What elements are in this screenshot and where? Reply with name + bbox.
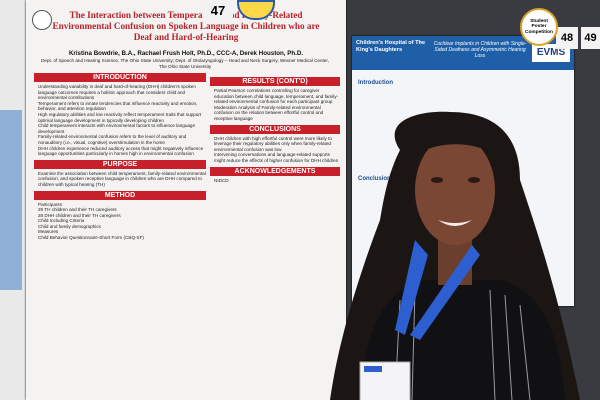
section-heading: INTRODUCTION <box>34 73 206 82</box>
neighbor-poster-panel <box>0 110 22 290</box>
section-heading: RESULTS (CONT'D) <box>210 77 340 86</box>
poster-left-column: INTRODUCTION Understanding variability in… <box>34 70 206 400</box>
hairline <box>412 130 498 160</box>
board-number: 49 <box>581 27 600 49</box>
section-heading: PURPOSE <box>34 159 206 169</box>
section-text: Understanding variability in deaf and ha… <box>38 84 196 101</box>
section-text: High regulatory abilities and low reacti… <box>38 111 202 123</box>
lanyard <box>410 245 480 340</box>
section-text: Examine the association between child te… <box>38 170 206 187</box>
section-text: 29 TH children and their TH caregivers <box>38 207 117 213</box>
section-heading: Introduction <box>358 80 393 86</box>
section-text: Child Including Criteria <box>38 218 85 224</box>
section-text: Intervening conversations and language-r… <box>214 152 339 163</box>
badge-logo <box>364 366 382 372</box>
section-text: Partial Pearson correlations controlling… <box>214 88 339 105</box>
left-poster: The Interaction between Temperament and … <box>26 0 346 400</box>
section-text: Child Behavior Questionnaire-Short Form … <box>38 235 144 241</box>
section-heading: CONCLUSIONS <box>210 124 340 134</box>
section-text: NIDCD <box>214 177 229 183</box>
poster-authors: Kristina Bowdrie, B.A., Rachael Frush Ho… <box>68 50 304 57</box>
lanyard <box>395 240 428 335</box>
board-number: 47 <box>203 0 233 22</box>
poster-title: The Interaction between Temperament and … <box>52 10 320 42</box>
section-text: Moderation Analysis of Family-related en… <box>214 104 324 121</box>
section-text: Participants <box>38 201 63 207</box>
smile <box>438 220 472 226</box>
logo <box>32 10 52 30</box>
face <box>415 135 495 245</box>
section-heading: METHOD <box>34 190 206 200</box>
right-poster-title: Cochlear Implants in Children with Singl… <box>433 41 527 59</box>
section-text: Measures <box>38 229 59 235</box>
eye <box>431 177 443 183</box>
competition-badge: Student Poster Competition <box>520 8 558 46</box>
section-text: Child temperament interacts with environ… <box>38 123 196 134</box>
board-number: 48 <box>556 27 578 49</box>
section-text: 28 DHH children and their TH caregivers <box>38 212 121 218</box>
section-text: Family-related environmental confusion r… <box>38 134 187 145</box>
section-text: DHH children experience reduced auditory… <box>38 145 204 157</box>
institution: Children's Hospital of The King's Daught… <box>356 40 426 53</box>
section-text: Temperament refers to innate tendencies … <box>38 100 198 112</box>
eye <box>468 177 480 183</box>
poster-right-column: RESULTS (CONT'D) Partial Pearson correlat… <box>210 74 340 400</box>
section-heading: ACKNOWLEDGEMENTS <box>210 166 340 176</box>
section-heading: Conclusion <box>358 176 391 182</box>
section-text: DHH children with high effortful control… <box>214 135 332 152</box>
poster-affiliation: Dept. of Speech and Hearing Science, The… <box>41 58 329 69</box>
right-poster-body: Introduction Conclusion <box>358 76 438 276</box>
section-text: Child and family demographics <box>38 223 101 229</box>
